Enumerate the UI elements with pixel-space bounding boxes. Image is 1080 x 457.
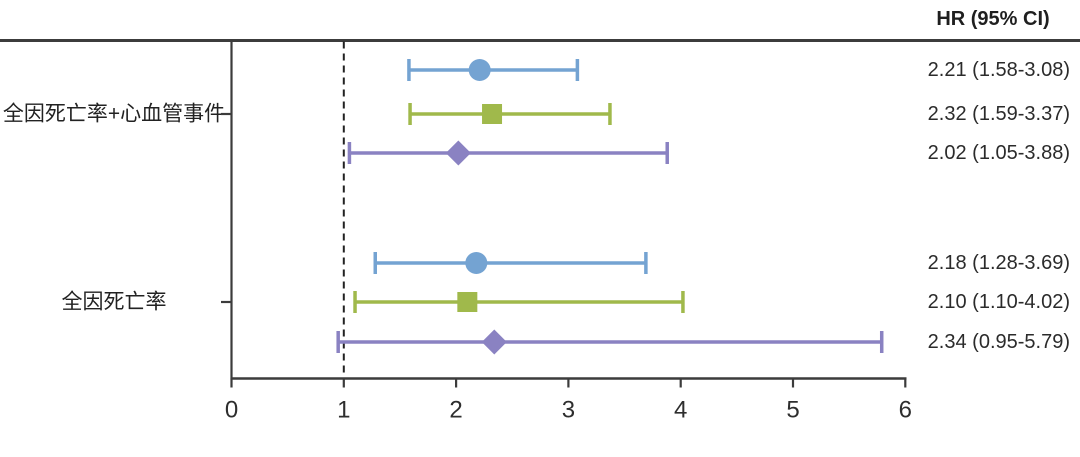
forest-row: 2.10 (1.10-4.02): [353, 291, 1070, 313]
hr-ci-value-label: 2.02 (1.05-3.88): [928, 142, 1070, 164]
hr-marker-square: [457, 292, 478, 312]
x-tick-label: 4: [674, 397, 687, 424]
hr-marker-diamond: [445, 140, 471, 166]
x-tick-label: 6: [899, 397, 912, 424]
x-tick-label: 0: [225, 397, 238, 424]
forest-row: 2.34 (0.95-5.79): [336, 329, 1070, 355]
hr-ci-value-label: 2.18 (1.28-3.69): [928, 252, 1070, 274]
category-label-allcause: 全因死亡率: [62, 291, 167, 314]
hr-column-header: HR (95% CI): [936, 8, 1049, 30]
hr-marker-circle: [468, 59, 491, 81]
hr-marker-diamond: [481, 329, 507, 355]
forest-row: 2.21 (1.58-3.08): [407, 59, 1070, 81]
hr-ci-value-label: 2.32 (1.59-3.37): [928, 103, 1070, 125]
forest-rows-group: 2.21 (1.58-3.08) 2.32 (1.59-3.37) 2.02 (1.…: [336, 59, 1070, 355]
forest-row: 2.32 (1.59-3.37): [408, 103, 1070, 125]
forest-row: 2.02 (1.05-3.88): [347, 140, 1070, 166]
hr-marker-circle: [465, 252, 488, 274]
axes-group: 0 1 2 3 4 5 6: [0, 39, 1080, 424]
x-tick-label: 3: [562, 397, 575, 424]
hr-ci-value-label: 2.10 (1.10-4.02): [928, 291, 1070, 313]
hr-ci-value-label: 2.21 (1.58-3.08): [928, 59, 1070, 81]
category-label-allcause-plus-cv: 全因死亡率+心血管事件: [3, 103, 225, 126]
x-tick-label: 5: [786, 397, 799, 424]
hr-ci-value-label: 2.34 (0.95-5.79): [928, 331, 1070, 353]
x-tick-label: 1: [337, 397, 350, 424]
x-tick-label: 2: [449, 397, 462, 424]
hr-marker-square: [482, 104, 503, 124]
forest-row: 2.18 (1.28-3.69): [373, 252, 1070, 274]
